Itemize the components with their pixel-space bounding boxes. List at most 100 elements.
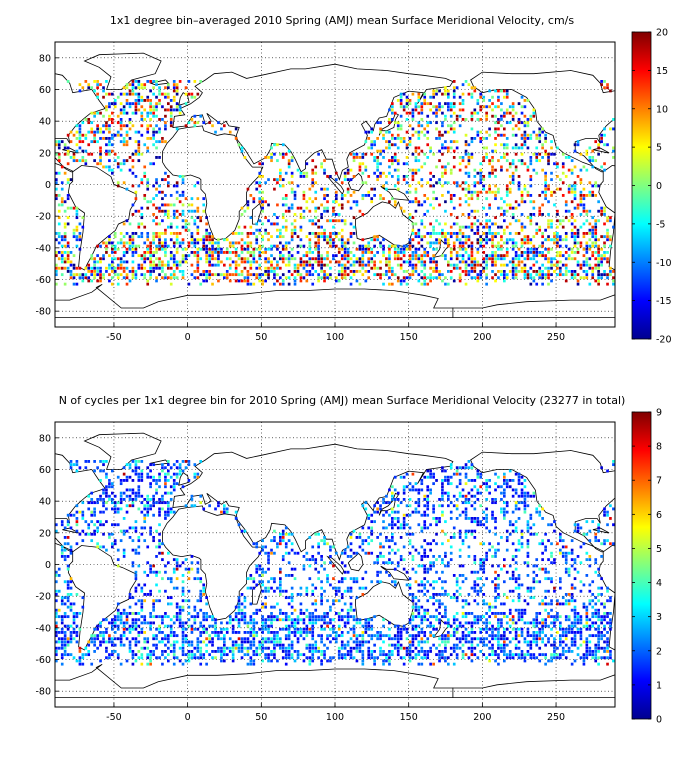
bin-cell [264,181,267,185]
bin-cell [399,140,403,144]
bin-cell [337,219,341,223]
bin-cell [299,631,303,634]
land-polygon [55,283,454,318]
bin-cell [461,260,465,264]
bin-cell [113,637,117,641]
bin-cell [393,143,397,147]
bin-cell [388,121,391,125]
bin-cell [323,159,326,163]
bin-cell [96,634,99,638]
bin-cell [482,184,486,188]
bin-cell [517,640,521,644]
bin-cell [140,627,144,631]
bin-cell [172,203,176,207]
bin-cell [408,263,412,267]
bin-cell [376,178,379,182]
bin-cell [193,238,197,242]
bin-cell [337,618,341,622]
bin-cell [526,257,530,261]
bin-cell [63,222,67,226]
bin-cell [449,646,453,650]
bin-cell [429,149,432,153]
bin-cell [299,260,303,264]
bin-cell [382,254,385,258]
bin-cell [169,618,173,622]
bin-cell [143,175,147,178]
bin-cell [249,634,253,638]
bin-cell [164,127,167,131]
bin-cell [116,133,120,137]
bin-cell [520,200,524,204]
bin-cell [217,263,220,267]
bin-cell [305,175,309,178]
bin-cell [208,637,211,641]
bin-cell [172,634,176,638]
bin-cell [261,251,264,254]
bin-cell [326,273,329,277]
bin-cell [391,653,394,657]
bin-cell [438,232,441,235]
bin-cell [167,266,170,270]
bin-cell [134,130,138,134]
bin-cell [279,152,282,156]
bin-cell [69,653,73,657]
bin-cell [169,282,173,286]
bin-cell [317,276,320,280]
bin-cell [164,203,167,207]
bin-cell [564,156,568,159]
bin-cell [405,118,409,121]
bin-cell [326,637,329,641]
bin-cell [482,175,486,178]
bin-cell [482,159,486,163]
bin-cell [373,143,376,147]
bin-cell [66,133,70,137]
bin-cell [388,257,391,261]
bin-cell [547,659,550,663]
bin-cell [470,260,474,264]
bin-cell [603,209,606,213]
bin-cell [340,203,344,207]
bin-cell [158,263,161,267]
bin-cell [137,235,141,239]
bin-cell [84,273,88,277]
bin-cell [520,631,524,634]
bin-cell [561,273,565,277]
bin-cell [491,643,494,647]
bin-cell [541,168,544,172]
bin-cell [111,627,114,631]
bin-cell [396,650,400,653]
bin-cell [606,216,609,220]
bin-cell [261,621,264,625]
bin-cell [276,640,279,644]
bin-cell [308,241,312,245]
bin-cell [435,105,438,109]
bin-cell [582,624,586,628]
bin-cell [391,111,394,115]
bin-cell [164,171,167,175]
bin-cell [214,650,217,653]
bin-cell [464,140,468,144]
bin-cell [128,102,132,106]
bin-cell [125,102,129,106]
bin-cell [600,80,603,83]
bin-cell [497,276,500,280]
bin-cell [597,247,600,251]
bin-cell [320,213,323,216]
bin-cell [346,168,350,172]
bin-cell [376,634,379,638]
bin-cell [234,646,238,650]
bin-cell [455,140,459,144]
bin-cell [211,247,214,251]
bin-cell [299,634,303,638]
bin-cell [576,653,580,657]
bin-cell [476,99,480,102]
bin-cell [588,257,592,261]
bin-cell [155,656,158,660]
bin-cell [217,251,220,254]
bin-cell [217,637,220,641]
bin-cell [108,273,111,277]
bin-cell [432,662,435,666]
bin-cell [281,197,285,201]
bin-cell [550,146,553,150]
bin-cell [588,618,592,622]
